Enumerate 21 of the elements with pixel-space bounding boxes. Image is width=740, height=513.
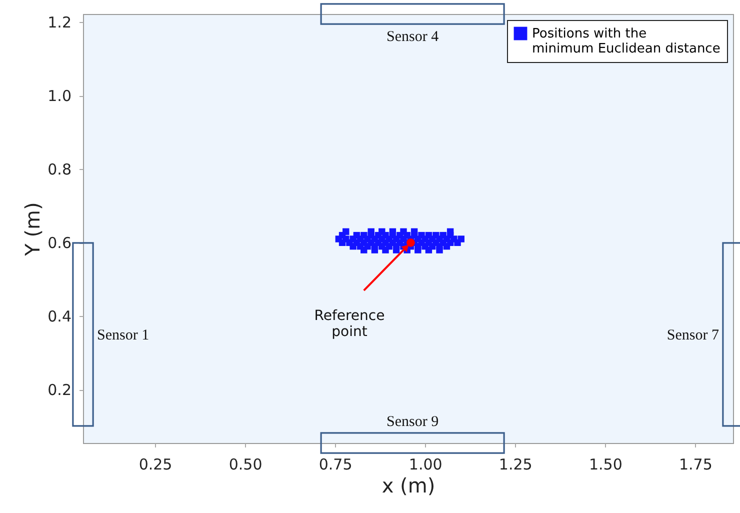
x-tick-label: 1.50 <box>588 456 622 474</box>
x-tick-label: 1.75 <box>678 456 712 474</box>
annotation: Sensor 1 <box>97 327 150 344</box>
legend-label: Positions with the minimum Euclidean distance <box>532 26 720 56</box>
x-tick-label: 0.25 <box>138 456 172 474</box>
x-tick-label: 1.00 <box>408 456 442 474</box>
text: Reference point <box>314 308 385 340</box>
y-tick-label: 1.0 <box>48 87 72 106</box>
x-tick-label: 1.25 <box>498 456 532 474</box>
annotation: Sensor 9 <box>386 414 439 430</box>
y-tick-label: 0.8 <box>48 160 72 179</box>
y-tick-label: 0.4 <box>48 308 72 326</box>
y-tick-label: 1.2 <box>48 14 72 32</box>
x-tick-label: 0.75 <box>318 456 352 474</box>
x-axis-title: x (m) <box>382 474 436 498</box>
y-tick-label: 0.2 <box>48 381 72 400</box>
y-axis-title: Y (m) <box>20 202 45 257</box>
annotation: Sensor 4 <box>386 29 440 45</box>
annotation: Sensor 7 <box>666 327 720 344</box>
y-tick-label: 0.6 <box>48 234 72 252</box>
x-tick-label: 0.50 <box>228 456 262 474</box>
